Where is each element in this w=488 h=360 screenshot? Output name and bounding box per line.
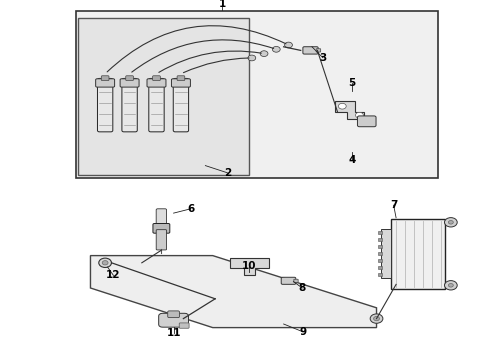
Text: 9: 9 (299, 327, 306, 337)
Polygon shape (334, 101, 364, 119)
Circle shape (260, 51, 267, 57)
Bar (377, 238, 382, 241)
Polygon shape (229, 258, 268, 275)
Circle shape (355, 112, 363, 118)
Text: 6: 6 (187, 204, 194, 214)
FancyBboxPatch shape (156, 209, 166, 230)
Bar (390, 219, 444, 289)
Circle shape (338, 103, 346, 109)
Circle shape (272, 46, 280, 52)
Text: 3: 3 (319, 53, 325, 63)
FancyBboxPatch shape (167, 311, 179, 318)
FancyBboxPatch shape (173, 78, 188, 132)
Bar (78, 18, 249, 175)
FancyBboxPatch shape (179, 323, 189, 328)
Bar (377, 231, 382, 234)
FancyBboxPatch shape (293, 279, 298, 282)
Circle shape (284, 42, 292, 48)
FancyBboxPatch shape (125, 76, 133, 81)
FancyBboxPatch shape (357, 116, 375, 127)
FancyBboxPatch shape (152, 76, 160, 81)
FancyBboxPatch shape (171, 79, 190, 87)
FancyBboxPatch shape (158, 313, 188, 327)
Text: 8: 8 (298, 283, 305, 293)
Circle shape (247, 55, 255, 61)
FancyBboxPatch shape (153, 224, 169, 233)
Text: 2: 2 (224, 168, 230, 178)
Text: 10: 10 (242, 261, 256, 271)
Bar (377, 259, 382, 262)
FancyBboxPatch shape (302, 47, 318, 54)
FancyBboxPatch shape (316, 49, 320, 52)
Circle shape (369, 314, 382, 323)
Bar (377, 266, 382, 269)
FancyBboxPatch shape (96, 79, 114, 87)
Circle shape (373, 316, 379, 321)
Text: 12: 12 (106, 270, 121, 280)
FancyBboxPatch shape (120, 79, 139, 87)
FancyBboxPatch shape (148, 78, 164, 132)
Circle shape (99, 258, 111, 267)
Circle shape (447, 220, 452, 224)
Text: 7: 7 (389, 200, 397, 210)
Circle shape (444, 281, 456, 290)
FancyBboxPatch shape (101, 76, 109, 81)
Text: 5: 5 (348, 78, 355, 88)
Bar (377, 274, 382, 276)
Polygon shape (90, 256, 376, 328)
FancyBboxPatch shape (281, 277, 295, 284)
Bar (377, 252, 382, 255)
Circle shape (444, 217, 456, 227)
Text: 4: 4 (347, 155, 355, 165)
Bar (377, 246, 382, 248)
Bar (76, 11, 437, 178)
FancyBboxPatch shape (177, 76, 184, 81)
Circle shape (102, 261, 108, 265)
Text: 1: 1 (219, 0, 225, 9)
Text: 11: 11 (166, 328, 181, 338)
FancyBboxPatch shape (122, 78, 137, 132)
FancyBboxPatch shape (97, 78, 113, 132)
FancyBboxPatch shape (156, 230, 166, 250)
FancyBboxPatch shape (147, 79, 165, 87)
Bar (381, 229, 390, 278)
Circle shape (447, 284, 452, 287)
